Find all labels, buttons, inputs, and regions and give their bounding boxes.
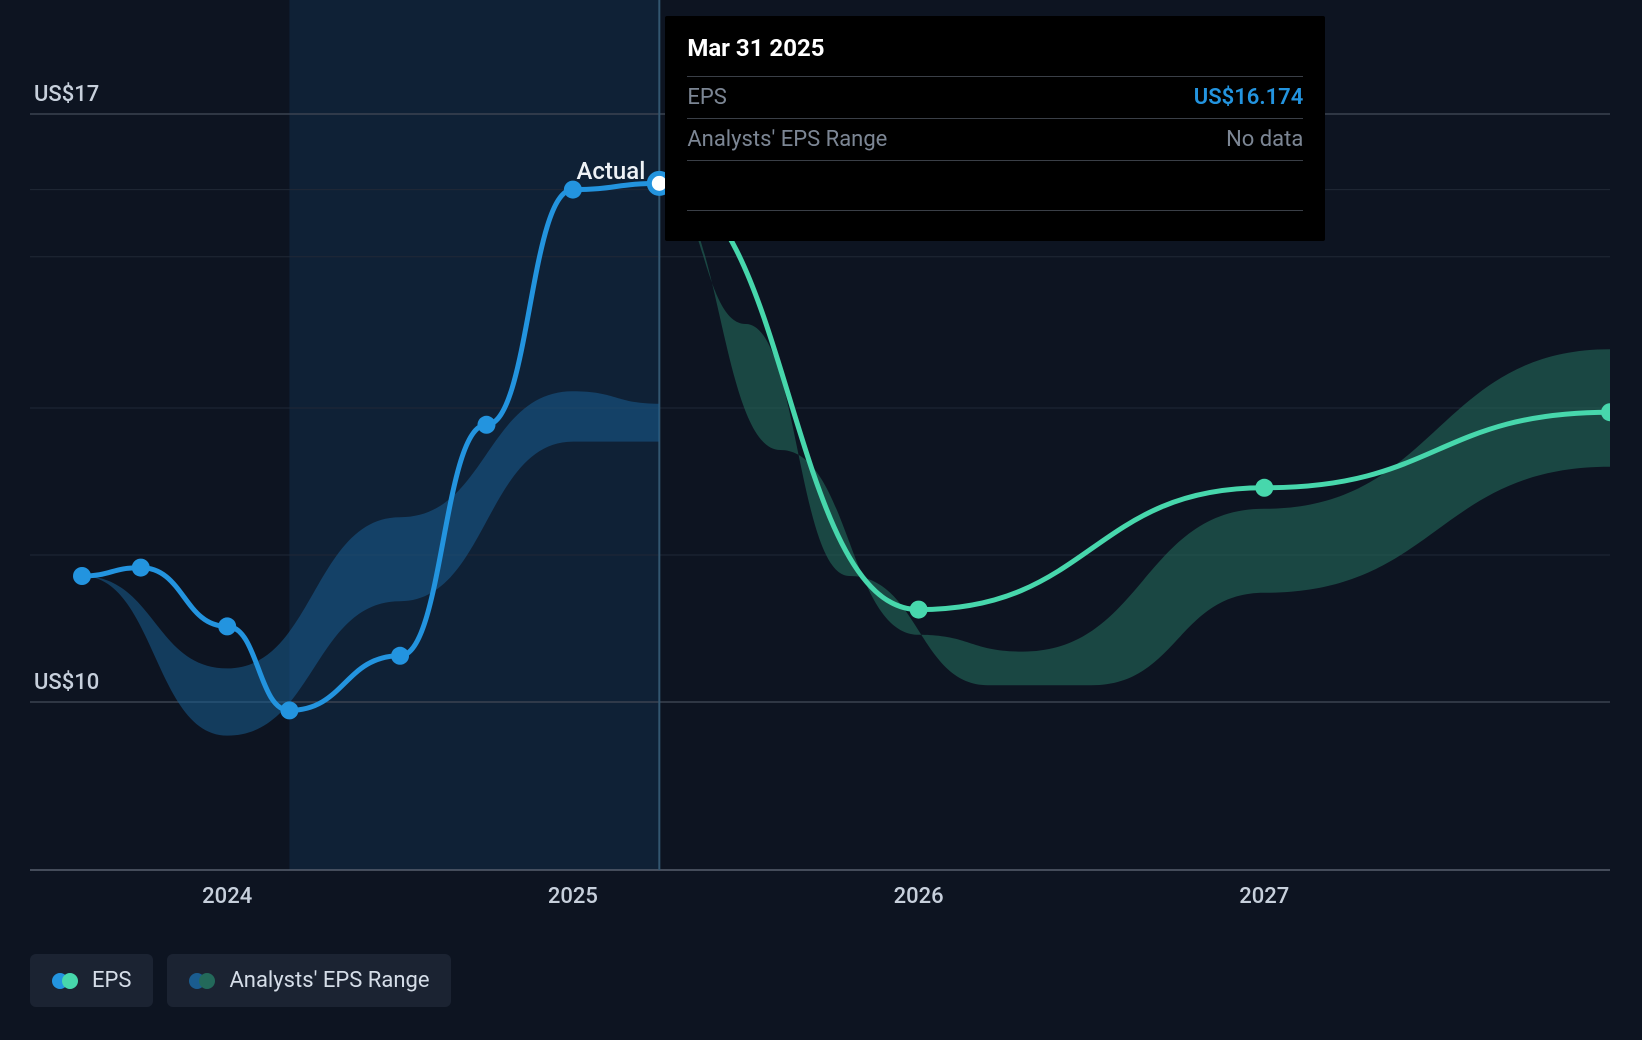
tooltip-key: Analysts' EPS Range bbox=[687, 127, 887, 152]
tooltip-value: US$16.174 bbox=[1194, 85, 1304, 110]
legend-dot-icon bbox=[62, 973, 78, 989]
legend-dot-icon bbox=[199, 973, 215, 989]
tooltip-row: EPS US$16.174 bbox=[687, 76, 1303, 118]
x-tick-label: 2025 bbox=[548, 884, 598, 909]
legend-item[interactable]: Analysts' EPS Range bbox=[167, 954, 451, 1007]
x-tick-label: 2024 bbox=[202, 884, 252, 909]
tooltip-title: Mar 31 2025 bbox=[687, 34, 1303, 76]
legend-dots bbox=[52, 973, 78, 989]
legend-dots bbox=[189, 973, 215, 989]
tooltip-key: EPS bbox=[687, 85, 726, 110]
chart-legend: EPS Analysts' EPS Range bbox=[30, 954, 451, 1007]
legend-item[interactable]: EPS bbox=[30, 954, 153, 1007]
x-tick-label: 2027 bbox=[1239, 884, 1289, 909]
x-tick-label: 2026 bbox=[894, 884, 944, 909]
legend-label: EPS bbox=[92, 968, 131, 993]
tooltip-value: No data bbox=[1226, 127, 1303, 152]
actual-label: Actual bbox=[576, 157, 645, 185]
legend-label: Analysts' EPS Range bbox=[229, 968, 429, 993]
chart-tooltip: Mar 31 2025 EPS US$16.174 Analysts' EPS Ra… bbox=[665, 16, 1325, 241]
tooltip-row: Analysts' EPS Range No data bbox=[687, 118, 1303, 161]
y-tick-label: US$10 bbox=[34, 670, 99, 695]
y-tick-label: US$17 bbox=[34, 82, 99, 107]
